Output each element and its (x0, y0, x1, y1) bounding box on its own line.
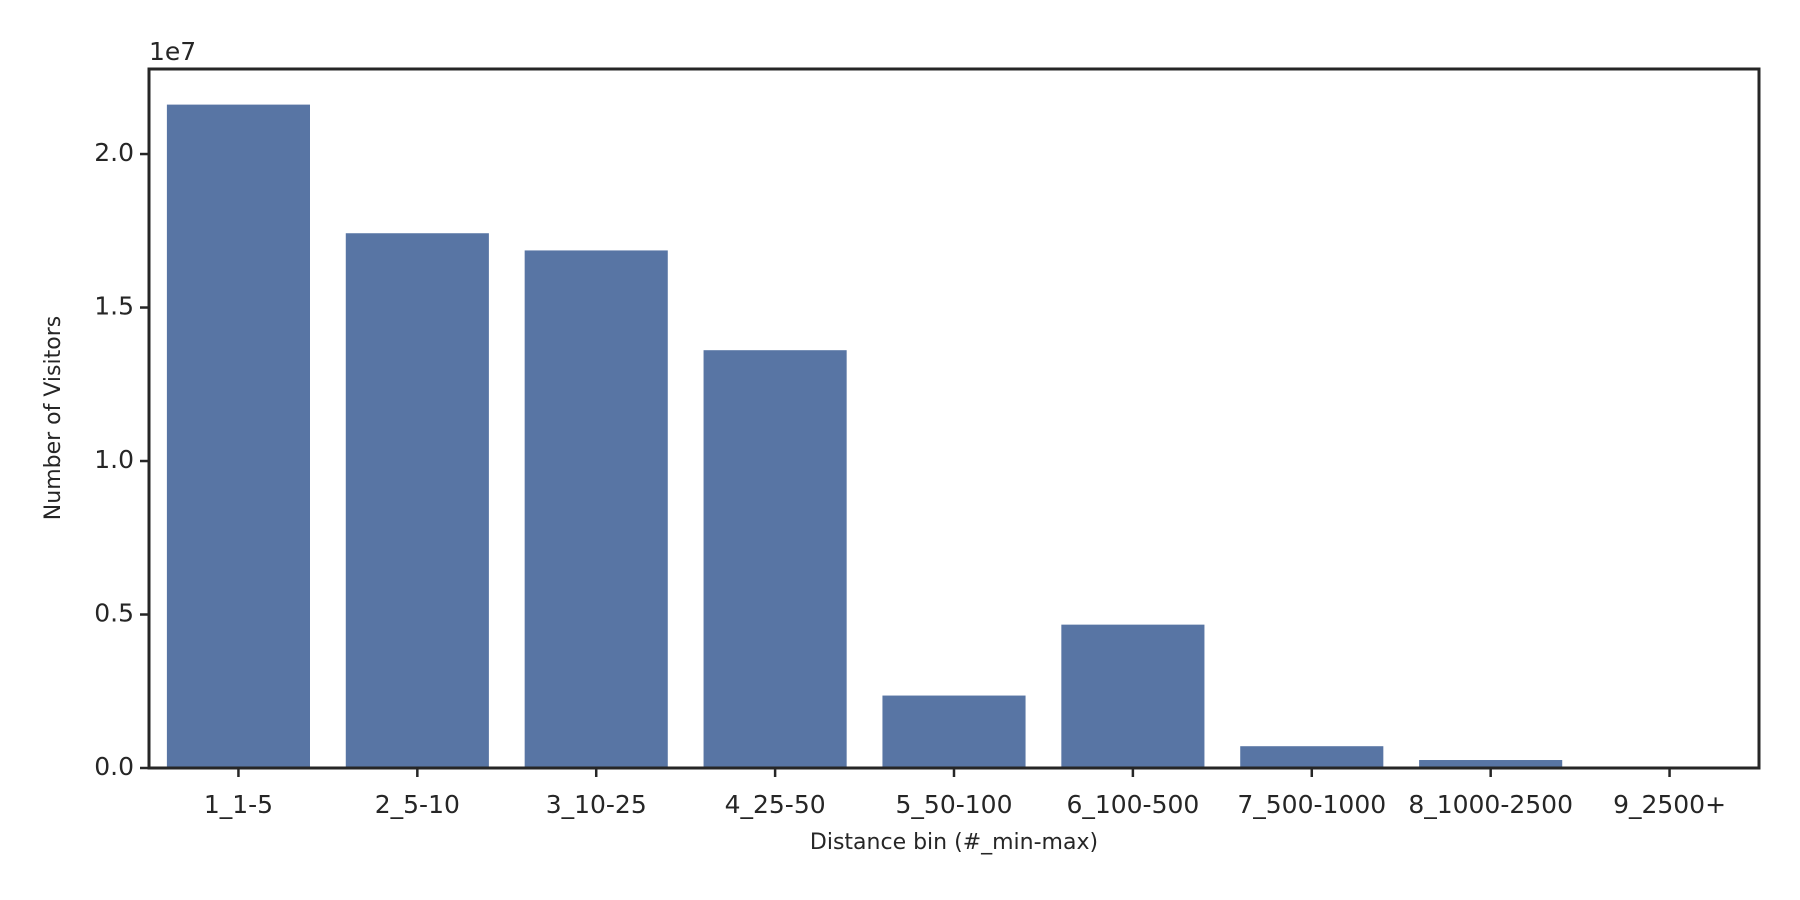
x-tick-label: 4_25-50 (725, 790, 826, 819)
bar (1240, 746, 1384, 768)
x-axis-label: Distance bin (#_min-max) (810, 830, 1098, 855)
bar (345, 233, 489, 768)
bar (524, 250, 668, 768)
y-tick-label: 2.0 (94, 138, 134, 167)
y-tick-label: 0.0 (94, 752, 134, 781)
bar (882, 695, 1026, 768)
x-tick-label: 8_1000-2500 (1408, 790, 1573, 819)
x-tick-label: 5_50-100 (896, 790, 1013, 819)
x-tick-label: 3_10-25 (546, 790, 647, 819)
bar (1419, 760, 1563, 768)
x-tick-label: 6_100-500 (1066, 790, 1199, 819)
bar (1061, 624, 1205, 768)
y-tick-label: 1.5 (94, 292, 134, 321)
plot-frame (147, 67, 1761, 770)
y-axis-label: Number of Visitors (41, 316, 66, 520)
x-tick-label: 2_5-10 (375, 790, 460, 819)
bar (703, 350, 847, 768)
x-tick-label: 7_500-1000 (1237, 790, 1386, 819)
x-tick-label: 1_1-5 (204, 790, 273, 819)
bar (166, 104, 310, 769)
x-tick-label: 9_2500+ (1613, 790, 1726, 819)
y-tick-label: 0.5 (94, 599, 134, 628)
y-offset-label: 1e7 (149, 37, 196, 66)
y-tick-label: 1.0 (94, 445, 134, 474)
